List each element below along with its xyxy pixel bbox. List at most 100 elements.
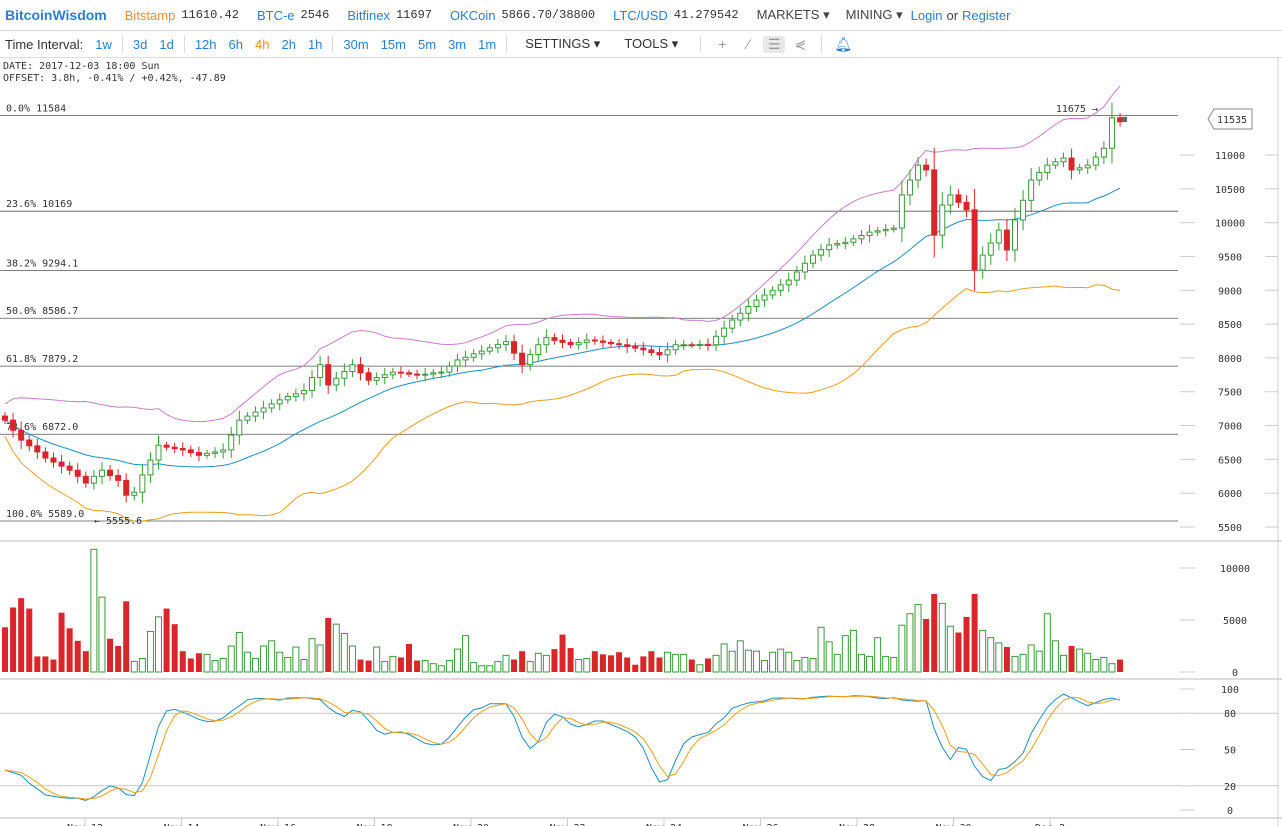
interval-15m[interactable]: 15m (380, 36, 406, 52)
volume-bar (591, 651, 598, 672)
volume-bar (478, 665, 486, 673)
volume-bar (1092, 659, 1100, 673)
volume-bar (1108, 663, 1116, 673)
volume-bar (793, 660, 801, 673)
candle-up (947, 194, 954, 206)
volume-bar (357, 659, 364, 672)
volume-bar (632, 664, 639, 672)
volume-bar (138, 657, 146, 673)
fib-label: 100.0% 5589.0 (6, 509, 84, 520)
candle-down (406, 372, 412, 375)
candle-up (664, 349, 671, 356)
candle-up (155, 444, 162, 461)
candle-up (1108, 117, 1115, 149)
divider (700, 35, 702, 53)
candle-down (82, 475, 89, 484)
market-ltcusd[interactable]: LTC/USD (613, 7, 668, 23)
volume-bar (389, 655, 397, 673)
volume-bar (728, 650, 736, 673)
interval-1m[interactable]: 1m (478, 36, 497, 52)
candle-up (220, 449, 227, 453)
interval-5m[interactable]: 5m (418, 36, 437, 52)
volume-bar (624, 657, 631, 672)
volume-bar (2, 627, 8, 672)
volume-bar (931, 594, 938, 672)
interval-3d[interactable]: 3d (132, 36, 148, 52)
volume-bar (736, 640, 744, 673)
price-tick-label: 11000 (1215, 151, 1245, 162)
volume-bar (704, 658, 711, 672)
market-price: 11610.42 (181, 7, 239, 22)
volume-bar (1068, 646, 1075, 672)
candle-down (414, 373, 421, 376)
crosshair-icon[interactable]: + (718, 36, 727, 52)
volume-bar (640, 656, 647, 672)
interval-1d[interactable]: 1d (159, 36, 174, 52)
register-link[interactable]: Register (962, 7, 1011, 23)
volume-bar (171, 624, 178, 672)
interval-6h[interactable]: 6h (228, 36, 243, 52)
price-tick-label: 9000 (1218, 286, 1242, 297)
brand-logo[interactable]: BitcoinWisdom (5, 7, 107, 23)
interval-4h[interactable]: 4h (255, 36, 270, 52)
mining-menu[interactable]: MINING ▾ (845, 7, 903, 22)
horizontal-lines-icon[interactable]: ☰ (763, 35, 786, 53)
volume-bar (187, 658, 194, 672)
volume-bar (752, 650, 760, 673)
tools-menu[interactable]: TOOLS ▾ (624, 36, 679, 51)
candle-down (963, 201, 970, 211)
volume-bar (1019, 653, 1027, 673)
login-link[interactable]: Login (910, 7, 943, 23)
volume-bar (494, 661, 502, 673)
market-okcoin[interactable]: OKCoin (449, 7, 496, 23)
volume-bar (672, 653, 680, 673)
interval-1w[interactable]: 1w (95, 36, 112, 52)
x-tick-label: Nov 22 (549, 823, 585, 826)
volume-bar (914, 603, 922, 673)
volume-bar (115, 646, 122, 672)
candle-up (874, 230, 881, 233)
volume-bar (260, 645, 268, 673)
interval-2h[interactable]: 2h (281, 36, 296, 52)
candle-up (680, 344, 687, 347)
volume-bar (462, 635, 470, 673)
volume-bar (833, 653, 841, 673)
interval-3m[interactable]: 3m (448, 36, 467, 52)
interval-30m[interactable]: 30m (343, 36, 369, 52)
markets-menu[interactable]: MARKETS ▾ (756, 7, 830, 22)
bell-icon[interactable]: 🔔︎ (834, 35, 853, 52)
market-bitfinex[interactable]: Bitfinex (347, 7, 390, 23)
fan-icon[interactable]: ⋞ (794, 35, 807, 52)
interval-1h[interactable]: 1h (307, 36, 323, 52)
stoch-tick-label: 80 (1224, 709, 1236, 720)
candle-up (212, 451, 219, 454)
market-btce[interactable]: BTC-e (256, 7, 295, 23)
volume-bar (414, 660, 421, 672)
volume-bar (365, 660, 372, 672)
candle-down (34, 445, 41, 453)
candle-down (195, 452, 202, 456)
bollinger-middle-line (4, 187, 1121, 468)
volume-bar (575, 659, 583, 673)
interval-12h[interactable]: 12h (194, 36, 217, 52)
candle-up (575, 341, 582, 346)
candle-down (18, 429, 25, 441)
volume-bar (50, 659, 57, 672)
volume-bar (841, 635, 849, 673)
fib-label: 61.8% 7879.2 (6, 354, 78, 365)
volume-bar (526, 661, 534, 673)
fib-label: 50.0% 8586.7 (6, 306, 78, 317)
volume-bar (18, 598, 25, 672)
volume-bar (511, 659, 518, 672)
candle-up (236, 419, 243, 436)
volume-bar (397, 657, 404, 672)
line-icon[interactable]: ∕ (747, 36, 750, 52)
fib-label: 78.6% 6872.0 (6, 422, 78, 433)
volume-bar (284, 656, 292, 673)
volume-bar (801, 656, 809, 673)
market-bitstamp[interactable]: Bitstamp (124, 7, 176, 23)
settings-menu[interactable]: SETTINGS ▾ (525, 36, 601, 51)
volume-bar (34, 656, 41, 672)
x-tick-label: Nov 24 (646, 823, 682, 826)
